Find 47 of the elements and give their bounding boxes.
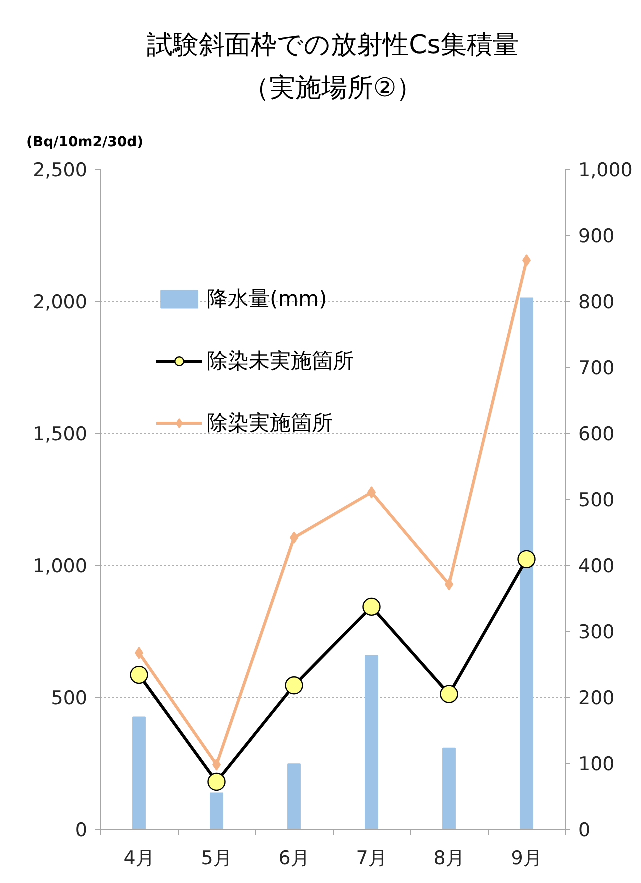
legend-label: 除染実施箇所 bbox=[207, 410, 333, 437]
x-tick-label: 8月 bbox=[434, 848, 465, 870]
bar bbox=[520, 298, 534, 830]
y2-tick-label: 200 bbox=[578, 688, 615, 710]
point bbox=[522, 254, 532, 267]
y2-tick-label: 100 bbox=[578, 754, 615, 776]
bar bbox=[288, 764, 301, 830]
bar bbox=[365, 655, 378, 830]
point bbox=[285, 676, 304, 695]
point bbox=[134, 647, 144, 660]
y-tick-label: 1,500 bbox=[33, 424, 88, 446]
bar bbox=[442, 748, 456, 830]
y2-tick-label: 600 bbox=[578, 424, 615, 446]
point bbox=[212, 758, 222, 771]
bar bbox=[210, 792, 224, 830]
x-tick-label: 5月 bbox=[201, 848, 232, 870]
x-tick-label: 4月 bbox=[124, 848, 155, 870]
y2-tick-label: 500 bbox=[578, 490, 615, 512]
x-tick-label: 6月 bbox=[278, 848, 310, 870]
y-tick-label: 2,000 bbox=[33, 292, 88, 314]
y2-tick-label: 700 bbox=[578, 358, 615, 380]
x-tick-label: 9月 bbox=[511, 848, 542, 870]
y2-tick-label: 1,000 bbox=[578, 160, 633, 182]
legend-label: 除染未実施箇所 bbox=[207, 348, 354, 375]
y2-tick-label: 800 bbox=[578, 292, 615, 314]
chart-subtitle: （実施場所②） bbox=[243, 74, 423, 104]
point bbox=[362, 598, 381, 616]
y2-tick-label: 400 bbox=[578, 556, 615, 578]
point bbox=[130, 666, 148, 684]
y-tick-label: 0 bbox=[75, 820, 88, 842]
legend-label: 降水量(mm) bbox=[207, 286, 328, 313]
point bbox=[290, 532, 299, 544]
point bbox=[440, 685, 458, 704]
y-axis-title: (Bq/10m2/30d) bbox=[26, 134, 144, 150]
chart-title: 試験斜面枠での放射性Cs集積量 bbox=[147, 30, 519, 60]
y-tick-label: 500 bbox=[51, 688, 88, 710]
point bbox=[444, 578, 454, 591]
bar bbox=[132, 716, 146, 830]
point bbox=[208, 772, 226, 792]
x-tick-label: 7月 bbox=[356, 848, 388, 870]
y-tick-label: 2,500 bbox=[33, 160, 88, 182]
point bbox=[518, 550, 536, 569]
y2-tick-label: 0 bbox=[578, 820, 591, 842]
point bbox=[367, 486, 376, 499]
y2-tick-label: 900 bbox=[578, 226, 615, 248]
y-tick-label: 1,000 bbox=[33, 556, 88, 578]
y2-tick-label: 300 bbox=[578, 622, 615, 644]
